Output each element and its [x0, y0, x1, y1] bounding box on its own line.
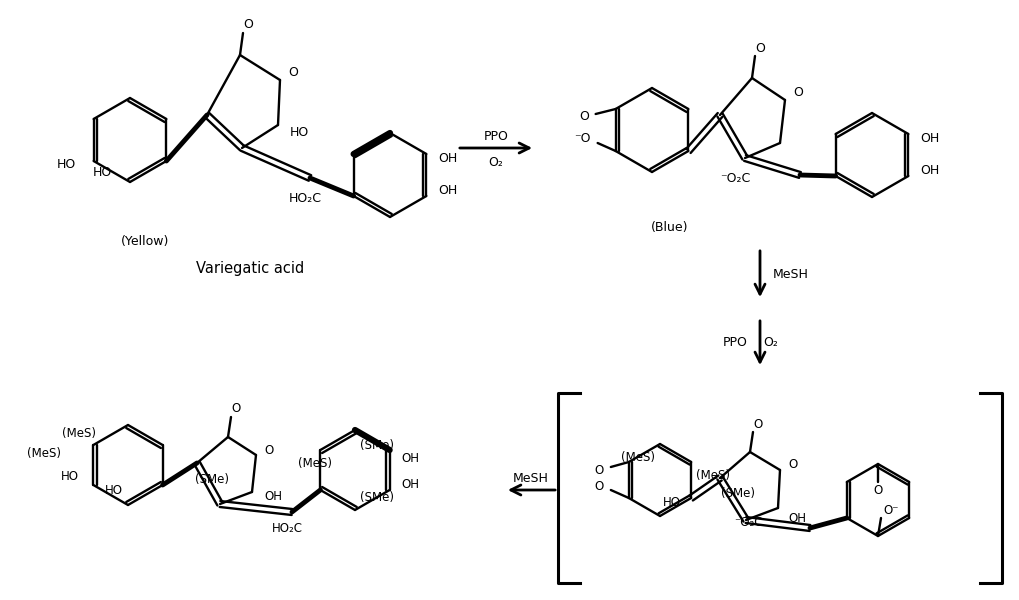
Text: (MeS): (MeS) [28, 446, 61, 460]
Text: ⁻O₂C: ⁻O₂C [719, 172, 750, 185]
Text: (SMe): (SMe) [360, 439, 394, 451]
Text: HO₂C: HO₂C [271, 523, 303, 535]
Text: (MeS): (MeS) [621, 451, 655, 464]
Text: HO: HO [663, 497, 681, 509]
Text: Variegatic acid: Variegatic acid [196, 260, 304, 275]
Text: O⁻: O⁻ [883, 503, 899, 517]
Text: HO₂C: HO₂C [288, 191, 322, 205]
Text: (MeS): (MeS) [62, 427, 96, 439]
Text: O: O [264, 443, 273, 457]
Text: HO: HO [105, 485, 123, 497]
Text: O: O [579, 110, 589, 124]
Text: O: O [873, 484, 882, 497]
Text: ⁻O₂C: ⁻O₂C [735, 517, 763, 529]
Text: PPO: PPO [723, 337, 748, 349]
Text: ⁻O: ⁻O [574, 133, 591, 145]
Text: (SMe): (SMe) [721, 487, 755, 499]
Text: OH: OH [920, 133, 940, 145]
Text: OH: OH [401, 451, 420, 464]
Text: O₂: O₂ [488, 155, 503, 169]
Text: MeSH: MeSH [513, 472, 549, 485]
Text: OH: OH [264, 491, 282, 503]
Text: MeSH: MeSH [773, 268, 809, 280]
Text: O: O [594, 479, 604, 493]
Text: HO: HO [290, 127, 309, 139]
Text: OH: OH [788, 511, 806, 524]
Text: O: O [594, 463, 604, 476]
Text: OH: OH [438, 185, 458, 197]
Text: HO: HO [56, 157, 75, 170]
Text: O: O [231, 403, 240, 415]
Text: (SMe): (SMe) [360, 491, 394, 503]
Text: O: O [288, 65, 298, 79]
Text: O: O [788, 458, 797, 472]
Text: (MeS): (MeS) [696, 469, 731, 482]
Text: (MeS): (MeS) [299, 457, 332, 470]
Text: O: O [793, 85, 803, 98]
Text: (SMe): (SMe) [195, 473, 228, 487]
Text: PPO: PPO [484, 130, 508, 142]
Text: O₂: O₂ [763, 337, 777, 349]
Text: HO: HO [61, 470, 79, 484]
Text: OH: OH [438, 152, 458, 166]
Text: (Yellow): (Yellow) [121, 235, 169, 248]
Text: (Blue): (Blue) [651, 221, 689, 235]
Text: O: O [753, 418, 762, 431]
Text: HO: HO [93, 166, 112, 179]
Text: O: O [755, 41, 765, 55]
Text: OH: OH [920, 164, 940, 178]
Text: O: O [243, 19, 253, 31]
Text: OH: OH [401, 479, 420, 491]
